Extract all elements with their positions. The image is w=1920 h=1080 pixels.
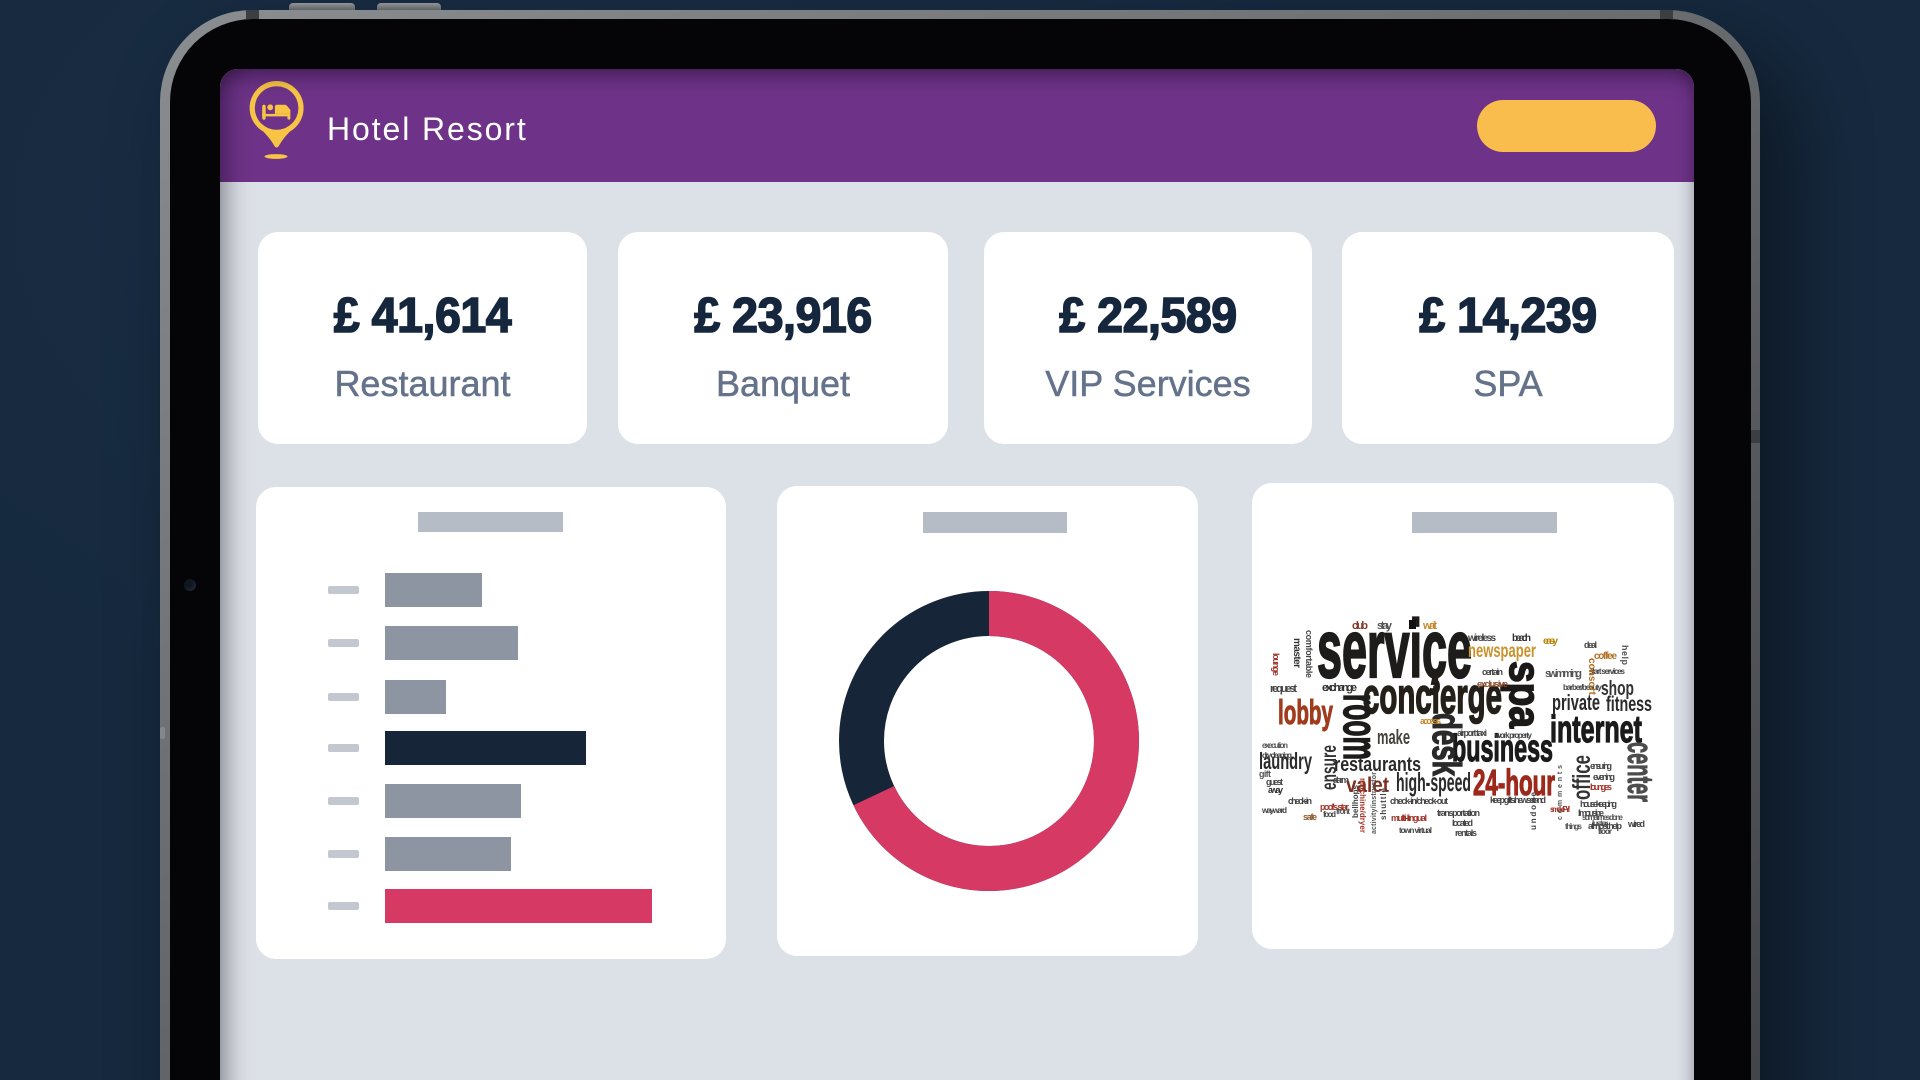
svg-text:stay: stay — [1377, 620, 1393, 632]
svg-text:rentals: rentals — [1455, 828, 1477, 838]
svg-text:wait: wait — [1422, 620, 1437, 632]
svg-text:restaurants: restaurants — [1334, 754, 1421, 776]
svg-text:check-in/check-out: check-in/check-out — [1390, 796, 1448, 806]
svg-text:make: make — [1377, 727, 1410, 749]
svg-text:dry cleaning: dry cleaning — [1262, 751, 1292, 760]
svg-text:access: access — [1420, 716, 1441, 726]
svg-text:limousine: limousine — [1578, 808, 1604, 818]
svg-text:coffee: coffee — [1594, 651, 1617, 662]
svg-text:easy: easy — [1543, 636, 1558, 647]
svg-text:town virtual: town virtual — [1399, 826, 1432, 835]
svg-text:food: food — [1323, 810, 1336, 819]
svg-text:airport taxi: airport taxi — [1457, 728, 1487, 738]
svg-text:check-in: check-in — [1288, 796, 1312, 806]
svg-text:valet: valet — [1346, 774, 1389, 797]
svg-text:front: front — [1336, 807, 1350, 816]
svg-text:lounges: lounges — [1590, 782, 1612, 792]
svg-text:safe: safe — [1303, 812, 1317, 822]
svg-text:high-speed: high-speed — [1396, 767, 1471, 797]
svg-text:bellhops: bellhops — [1351, 784, 1360, 818]
svg-text:smoke FYI: smoke FYI — [1550, 805, 1571, 814]
svg-text:comments: comments — [1557, 765, 1564, 820]
svg-text:deal: deal — [1584, 640, 1597, 650]
svg-text:lobby: lobby — [1278, 694, 1333, 732]
svg-text:desk: desk — [1424, 713, 1468, 777]
svg-text:fitness: fitness — [1606, 693, 1652, 716]
svg-text:internet: internet — [1550, 709, 1642, 751]
svg-text:lounge: lounge — [1271, 653, 1281, 676]
svg-text:wired: wired — [1627, 819, 1645, 829]
svg-text:request: request — [1270, 683, 1297, 695]
svg-text:24-hour: 24-hour — [1473, 762, 1555, 803]
svg-text:luster: luster — [1592, 819, 1608, 828]
svg-text:work property: work property — [1494, 731, 1533, 740]
svg-text:help: help — [1620, 645, 1630, 666]
svg-text:things: things — [1565, 822, 1583, 831]
svg-text:evening: evening — [1593, 772, 1615, 782]
svg-text:exchange: exchange — [1322, 682, 1357, 694]
svg-text:spa: spa — [1500, 661, 1549, 728]
svg-text:ensure: ensure — [1318, 745, 1341, 790]
svg-text:undone: undone — [1529, 791, 1538, 830]
svg-text:barber/beauty: barber/beauty — [1563, 683, 1603, 692]
svg-text:activity/instructor: activity/instructor — [1371, 772, 1378, 834]
svg-text:consort: consort — [1586, 658, 1597, 696]
svg-text:guest: guest — [1266, 777, 1283, 787]
svg-text:exclusive: exclusive — [1477, 679, 1508, 689]
svg-text:office: office — [1568, 755, 1596, 800]
svg-text:center: center — [1620, 742, 1661, 802]
svg-text:away: away — [1268, 785, 1283, 795]
svg-text:ensuring: ensuring — [1590, 761, 1612, 771]
svg-text:business: business — [1452, 728, 1553, 770]
svg-text:execution: execution — [1262, 741, 1288, 750]
svg-text:shop: shop — [1601, 678, 1634, 700]
svg-text:machine/dryer: machine/dryer — [1358, 778, 1367, 833]
svg-text:gift: gift — [1259, 769, 1271, 779]
svg-text:start services: start services — [1589, 667, 1626, 676]
svg-text:swimming: swimming — [1545, 668, 1582, 680]
svg-text:certain: certain — [1482, 667, 1503, 677]
svg-text:floor: floor — [1598, 827, 1612, 836]
svg-text:club: club — [1352, 620, 1368, 632]
svg-text:located: located — [1452, 818, 1473, 828]
svg-text:multi-lingual: multi-lingual — [1391, 813, 1427, 823]
svg-text:serviçe: serviçe — [1317, 604, 1472, 695]
svg-text:wireless: wireless — [1467, 633, 1496, 644]
svg-text:room: room — [1333, 694, 1386, 760]
svg-text:private: private — [1552, 690, 1600, 715]
svg-text:almost help: almost help — [1588, 821, 1623, 831]
svg-text:transportation: transportation — [1437, 808, 1480, 818]
svg-text:newspaper: newspaper — [1468, 641, 1536, 662]
svg-text:shuttle: shuttle — [1379, 787, 1388, 820]
svg-text:laundry: laundry — [1259, 748, 1312, 774]
svg-text:beach: beach — [1512, 633, 1531, 644]
svg-text:concierge: concierge — [1363, 668, 1502, 724]
svg-text:keep gifts/newsstand: keep gifts/newsstand — [1490, 795, 1546, 805]
svg-text:alarm: alarm — [1333, 775, 1349, 785]
svg-text:pool's star: pool's star — [1320, 802, 1349, 812]
svg-text:wayward: wayward — [1261, 806, 1287, 815]
svg-text:comfortable: comfortable — [1304, 630, 1314, 678]
svg-text:housekeeping: housekeeping — [1580, 799, 1617, 809]
svg-text:sometimes done: sometimes done — [1582, 813, 1624, 822]
svg-text:master: master — [1291, 638, 1302, 668]
